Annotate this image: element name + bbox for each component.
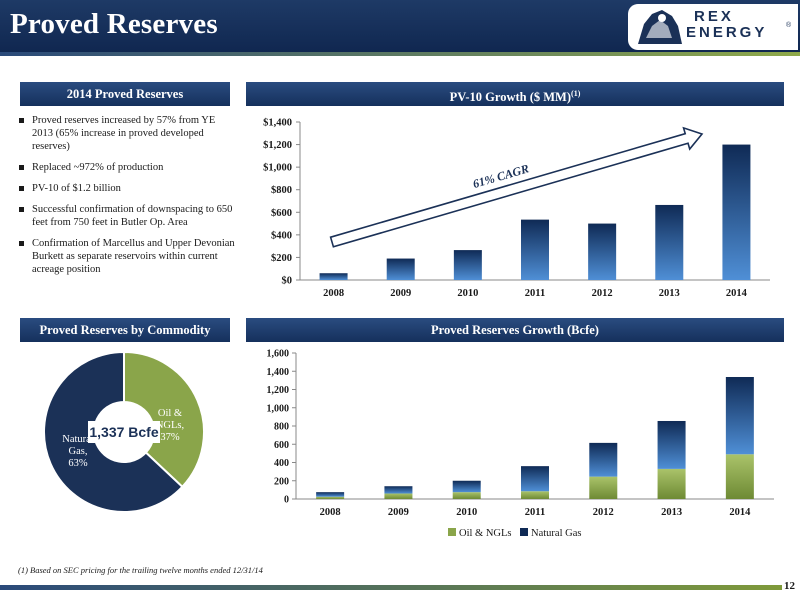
- section-header-2014-reserves: 2014 Proved Reserves: [20, 82, 230, 106]
- title-bar: Proved Reserves REX ENERGY ®: [0, 0, 800, 52]
- donut-center-label: 1,337 Bcfe: [89, 424, 158, 440]
- bar-2013-natural-gas: [657, 420, 686, 469]
- pv10-header-text: PV-10 Growth ($ MM): [449, 90, 572, 105]
- bullet-item: Replaced ~972% of production: [18, 161, 236, 174]
- bullet-item: Successful confirmation of downspacing t…: [18, 203, 236, 229]
- bar-2014-natural-gas: [725, 376, 754, 455]
- bar-2009-oil-ngls: [384, 493, 413, 499]
- legend-swatch: [520, 528, 528, 536]
- bar-2013: [655, 204, 684, 280]
- section-header-growth: Proved Reserves Growth (Bcfe): [246, 318, 784, 342]
- donut-label-line: 37%: [160, 432, 180, 443]
- bar-2008: [319, 273, 348, 280]
- donut-label-line: NGLs,: [156, 420, 184, 431]
- section-header-by-commodity: Proved Reserves by Commodity: [20, 318, 230, 342]
- bar-2013-oil-ngls: [657, 468, 686, 499]
- bullet-item: PV-10 of $1.2 billion: [18, 182, 236, 195]
- y-tick-label: 0: [284, 495, 289, 506]
- bar-2010-natural-gas: [452, 480, 481, 493]
- page-title: Proved Reserves: [10, 8, 218, 40]
- company-logo: REX ENERGY ®: [628, 4, 798, 50]
- bullet-item: Proved reserves increased by 57% from YE…: [18, 114, 236, 153]
- x-tick-label: 2013: [661, 507, 682, 518]
- footer-bar: [0, 585, 782, 590]
- bullet-list: Proved reserves increased by 57% from YE…: [18, 114, 236, 284]
- y-tick-label: $200: [271, 253, 292, 264]
- x-tick-label: 2008: [323, 288, 344, 299]
- page-number: 12: [784, 580, 795, 592]
- section-header-pv10: PV-10 Growth ($ MM)(1): [246, 82, 784, 106]
- logo-text-rex: REX: [694, 8, 734, 25]
- bullet-item: Confirmation of Marcellus and Upper Devo…: [18, 237, 236, 276]
- x-tick-label: 2010: [457, 288, 478, 299]
- bar-2014: [722, 144, 751, 280]
- donut-slice-label: Natural Gas, 63%: [62, 434, 94, 469]
- pv10-header-footnote-mark: (1): [571, 89, 581, 98]
- donut-label-line: 63%: [68, 458, 88, 469]
- x-tick-label: 2013: [659, 288, 680, 299]
- cagr-arrow: [329, 126, 704, 248]
- x-tick-label: 2014: [729, 507, 751, 518]
- y-tick-label: 1,400: [267, 367, 290, 378]
- title-accent-line: [0, 52, 800, 56]
- y-tick-label: 800: [274, 422, 289, 433]
- y-tick-label: 200: [274, 476, 289, 487]
- logo-text-energy: ENERGY: [686, 24, 768, 41]
- bar-2009: [386, 258, 415, 280]
- x-tick-label: 2011: [525, 507, 545, 518]
- y-tick-label: 400: [274, 458, 289, 469]
- x-tick-label: 2011: [525, 288, 545, 299]
- x-tick-label: 2014: [726, 288, 748, 299]
- cagr-arrow-shape: [329, 126, 704, 248]
- pv10-bar-chart: $0 $200 $400 $600 $800 $1,000 $1,200 $1,400 2008…: [263, 118, 770, 299]
- bar-2009-natural-gas: [384, 486, 413, 494]
- y-tick-label: 1,600: [267, 349, 290, 360]
- bar-2012: [588, 223, 617, 280]
- bar-2008-oil-ngls: [316, 496, 345, 499]
- x-tick-label: 2008: [320, 507, 341, 518]
- x-tick-label: 2012: [592, 288, 613, 299]
- donut-label-line: Natural: [62, 434, 94, 445]
- y-tick-label: 600: [274, 440, 289, 451]
- legend-label: Natural Gas: [531, 528, 581, 539]
- legend-swatch: [448, 528, 456, 536]
- bar-2010-oil-ngls: [452, 492, 481, 499]
- donut-slice-label: Oil & NGLs, 37%: [156, 408, 184, 443]
- y-tick-label: $1,000: [263, 163, 292, 174]
- donut-label-line: Gas,: [69, 446, 88, 457]
- bar-2012-oil-ngls: [589, 476, 618, 499]
- bar-2014-oil-ngls: [725, 454, 754, 499]
- y-tick-label: $1,200: [263, 140, 292, 151]
- legend-label: Oil & NGLs: [459, 528, 512, 539]
- y-tick-label: $1,400: [263, 118, 292, 129]
- footnote: (1) Based on SEC pricing for the trailin…: [18, 565, 263, 575]
- bar-2011: [521, 219, 549, 280]
- y-tick-label: 1,200: [267, 385, 290, 396]
- y-tick-label: 1,000: [267, 403, 290, 414]
- donut-center-box: [88, 421, 160, 443]
- donut-slice-oil-ngls: [123, 350, 205, 489]
- donut-slice-natural-gas: [43, 350, 184, 513]
- bar-2010: [453, 250, 482, 280]
- bar-2012-natural-gas: [589, 442, 618, 477]
- bar-2011-oil-ngls: [521, 491, 549, 499]
- y-tick-label: $600: [271, 208, 292, 219]
- logo-registered-mark: ®: [786, 22, 792, 29]
- growth-stacked-bar-chart: 0 200 400 600 800 1,000 1,200 1,400 1,600 2008 200…: [267, 349, 774, 539]
- x-tick-label: 2009: [390, 288, 411, 299]
- bar-2008-natural-gas: [316, 492, 345, 497]
- donut-label-line: Oil &: [158, 408, 182, 419]
- commodity-donut-chart: Oil & NGLs, 37%Natural Gas, 63%1,337 Bcfe: [43, 350, 205, 513]
- bar-2011-natural-gas: [521, 466, 549, 492]
- y-tick-label: $400: [271, 230, 292, 241]
- logo-emblem-icon: [638, 10, 682, 44]
- x-tick-label: 2010: [456, 507, 477, 518]
- y-tick-label: $800: [271, 185, 292, 196]
- x-tick-label: 2009: [388, 507, 409, 518]
- x-tick-label: 2012: [593, 507, 614, 518]
- y-tick-label: $0: [282, 276, 293, 287]
